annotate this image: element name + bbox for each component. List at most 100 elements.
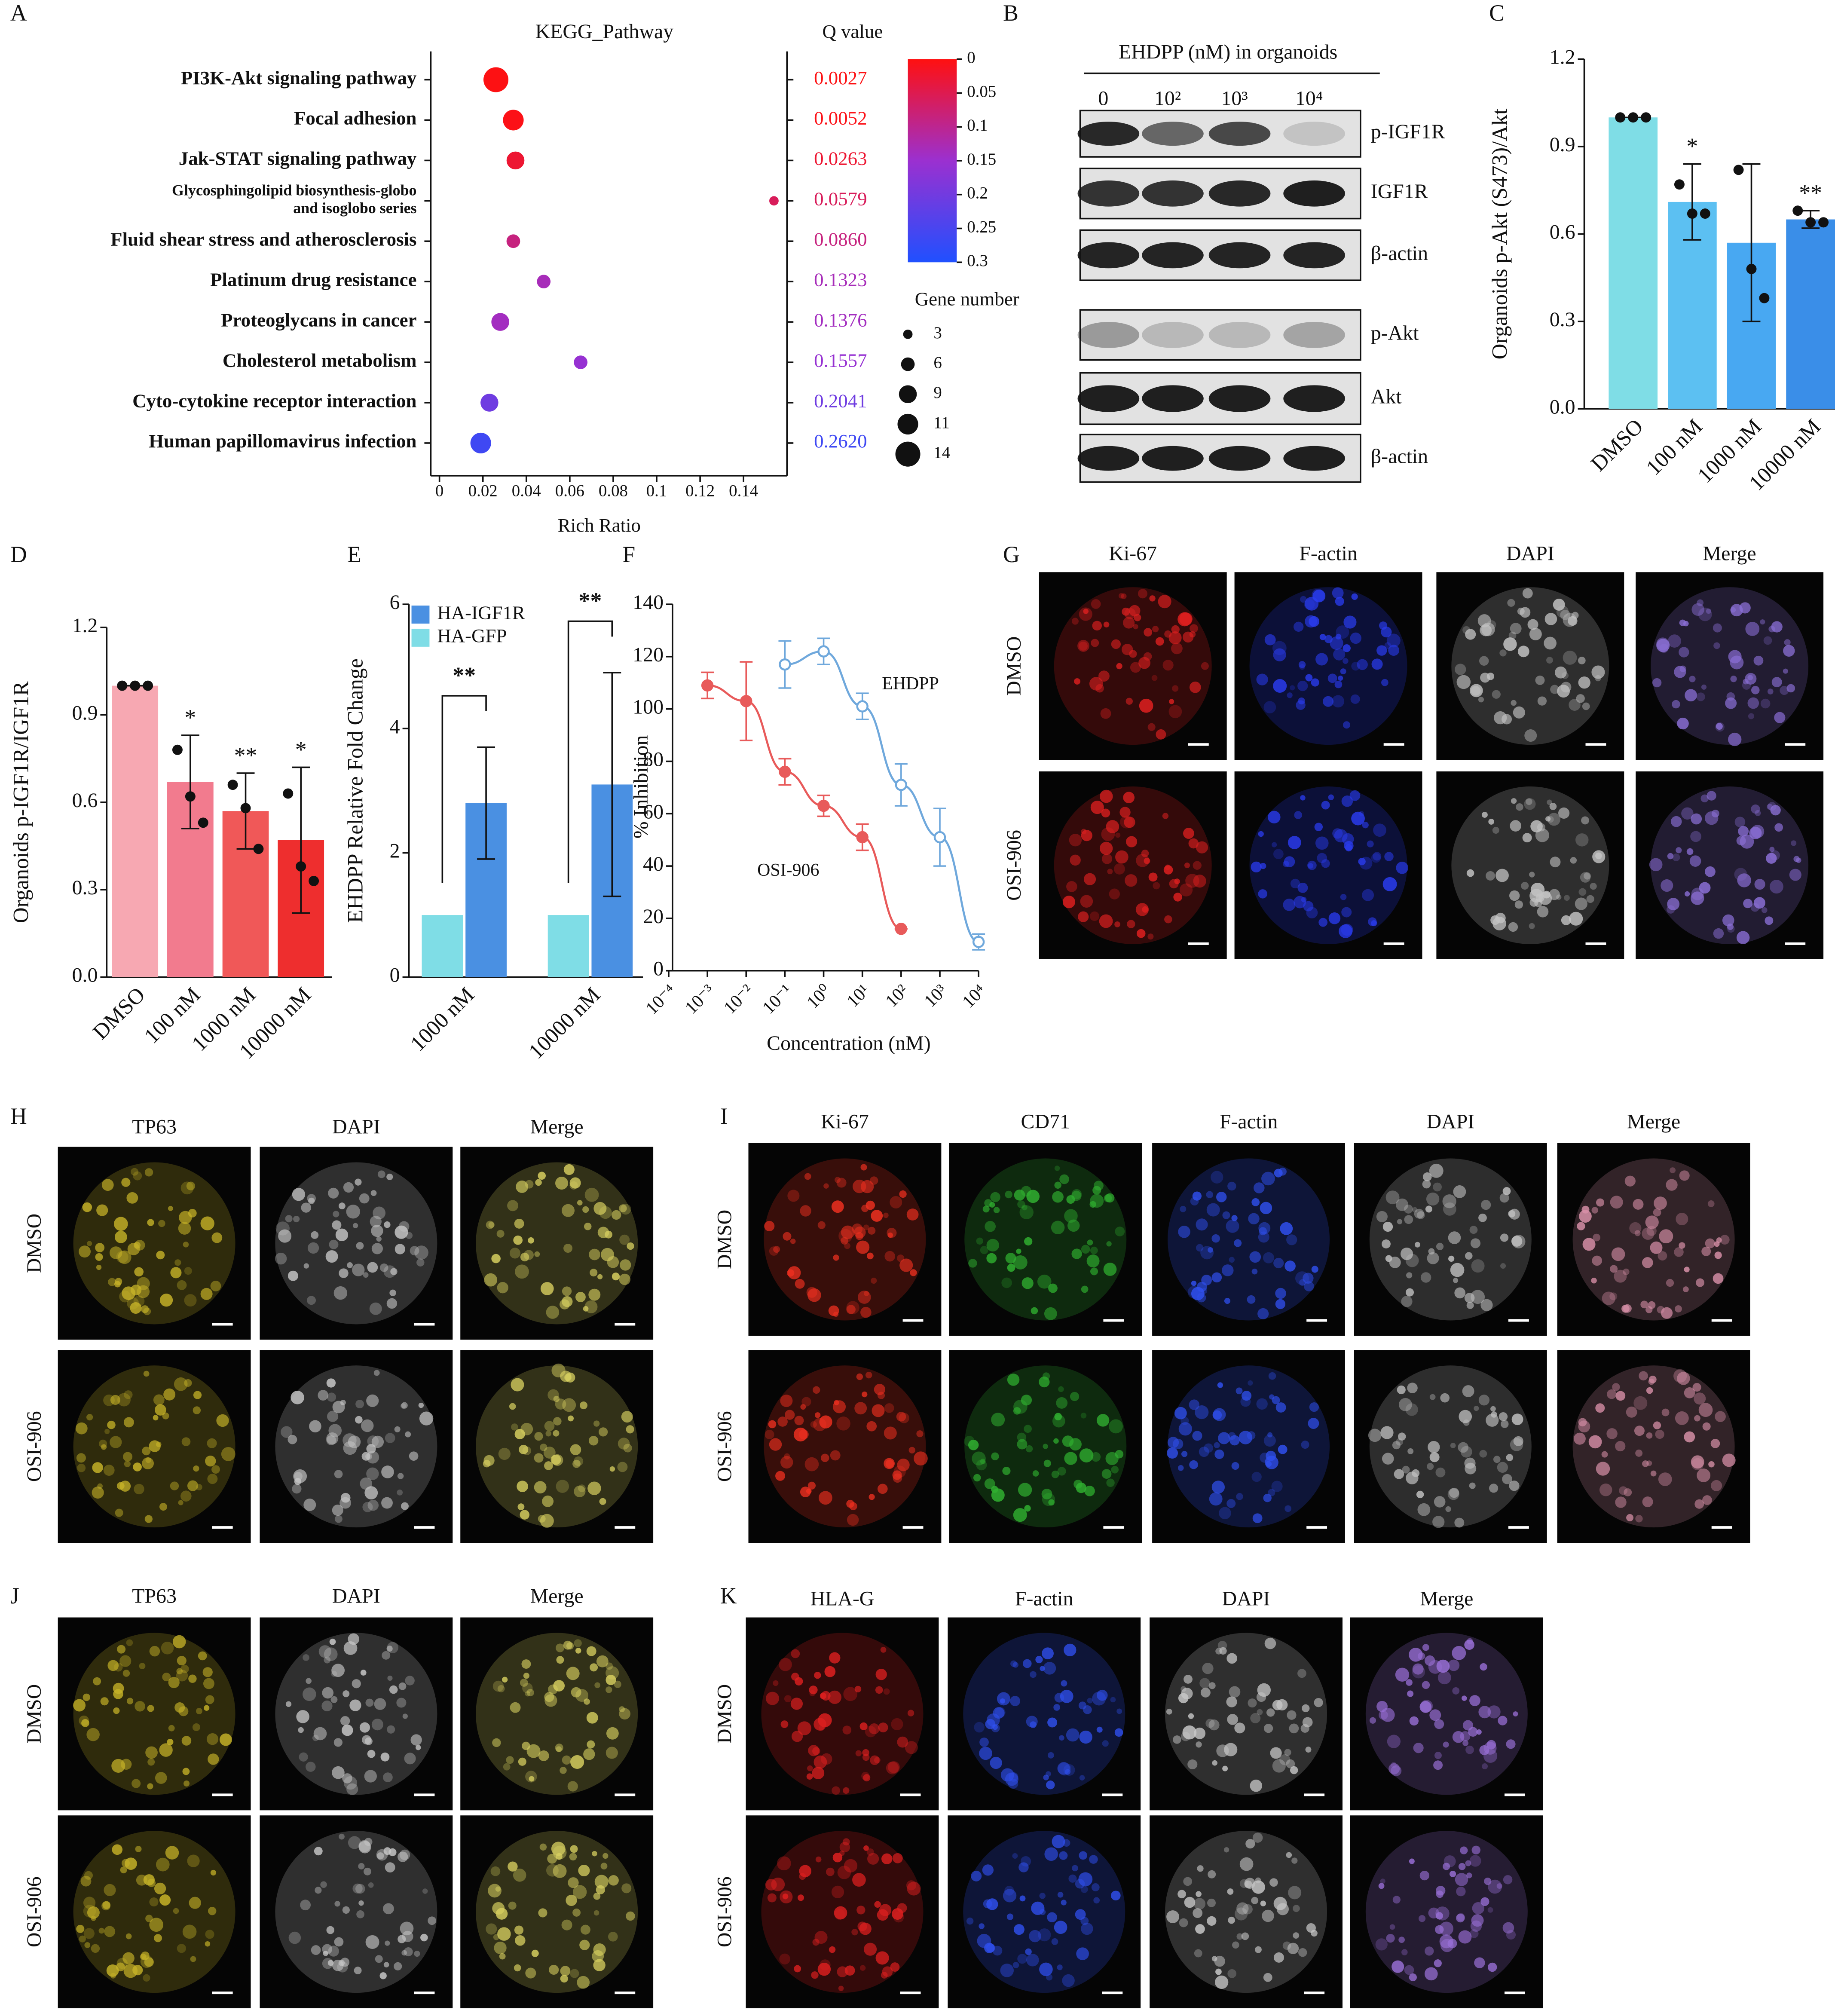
nucleus — [1287, 1943, 1299, 1955]
nucleus — [1522, 588, 1533, 599]
nucleus — [1456, 1887, 1466, 1897]
nucleus — [1010, 1660, 1017, 1667]
nucleus — [874, 1901, 881, 1908]
nucleus — [1300, 795, 1306, 801]
nucleus — [1443, 1741, 1449, 1748]
nucleus — [1634, 1230, 1641, 1236]
nucleus — [621, 1411, 633, 1423]
nucleus — [381, 1465, 394, 1478]
nucleus — [92, 1486, 104, 1499]
nucleus — [383, 1847, 391, 1855]
nucleus — [492, 1680, 504, 1692]
nucleus — [520, 1510, 530, 1520]
nucleus — [1013, 1407, 1021, 1415]
nucleus — [1083, 873, 1096, 885]
nucleus — [155, 1772, 167, 1784]
blot-band — [1142, 446, 1204, 471]
nucleus — [794, 1965, 801, 1973]
nucleus — [1454, 1517, 1465, 1528]
nucleus — [299, 1752, 308, 1762]
nucleus — [1216, 1192, 1227, 1202]
nucleus — [1453, 1278, 1459, 1283]
nucleus — [1272, 1396, 1280, 1404]
nucleus — [1115, 1227, 1125, 1236]
nucleus — [1244, 1878, 1256, 1889]
nucleus — [1425, 1205, 1432, 1213]
y-tick-label: 1.2 — [72, 614, 98, 637]
nucleus — [334, 1515, 343, 1523]
nucleus — [1524, 798, 1536, 810]
y-tick-label: 0.3 — [1550, 308, 1575, 331]
bar — [112, 685, 159, 977]
nucleus — [1212, 1410, 1222, 1420]
column-header: Ki-67 — [1109, 542, 1157, 565]
nucleus — [1436, 1242, 1444, 1251]
nucleus — [133, 1462, 142, 1471]
micrograph-background — [1152, 1350, 1345, 1543]
nucleus — [1350, 632, 1361, 644]
nucleus — [1309, 1402, 1319, 1412]
nucleus — [1650, 1241, 1663, 1254]
nucleus — [1092, 621, 1102, 631]
nucleus — [843, 1787, 850, 1794]
nucleus — [1734, 868, 1747, 881]
x-tick-label: 10⁰ — [803, 981, 835, 1013]
nucleus — [377, 1852, 384, 1860]
q-value-label: 0.2041 — [814, 390, 867, 411]
nucleus — [1767, 688, 1774, 694]
nucleus — [1642, 1460, 1649, 1467]
x-axis-label: Rich Ratio — [558, 514, 641, 536]
nucleus — [593, 1910, 599, 1916]
nucleus — [1266, 1450, 1276, 1461]
nucleus — [1064, 1769, 1070, 1775]
nucleus — [1588, 1435, 1602, 1449]
nucleus — [1694, 1392, 1706, 1405]
nucleus — [1464, 1293, 1475, 1303]
nucleus — [818, 1713, 832, 1727]
nucleus — [1550, 685, 1560, 694]
micrograph — [748, 1143, 942, 1336]
nucleus — [886, 1762, 899, 1774]
nucleus — [626, 1911, 635, 1921]
micrograph — [746, 1815, 939, 2009]
nucleus — [1076, 1947, 1089, 1960]
nucleus — [1039, 1909, 1046, 1915]
nucleus — [841, 1225, 855, 1239]
nucleus — [356, 1242, 364, 1250]
nucleus — [1179, 1918, 1188, 1927]
nucleus — [400, 1403, 406, 1409]
micrograph-background — [1350, 1815, 1543, 2009]
nucleus — [1401, 1949, 1408, 1955]
nucleus — [1016, 1248, 1021, 1254]
micrograph — [58, 1147, 251, 1340]
nucleus — [618, 1438, 630, 1450]
nucleus — [397, 1490, 403, 1496]
nucleus — [1053, 1704, 1061, 1711]
nucleus — [1173, 893, 1182, 902]
nucleus — [1294, 896, 1306, 909]
nucleus — [1080, 1413, 1087, 1419]
nucleus — [824, 1666, 836, 1677]
micrograph — [1557, 1143, 1750, 1336]
y-tick-label: 140 — [633, 591, 664, 614]
nucleus — [1039, 1962, 1053, 1976]
nucleus — [1064, 1643, 1077, 1657]
nucleus — [1684, 1431, 1695, 1443]
nucleus — [314, 1847, 323, 1856]
nucleus — [791, 1673, 799, 1681]
data-point — [198, 817, 208, 828]
nucleus — [318, 1390, 329, 1401]
nucleus — [120, 1866, 127, 1874]
q-value-label: 0.0579 — [814, 188, 867, 210]
nucleus — [1188, 838, 1199, 849]
nucleus — [503, 1763, 511, 1771]
nucleus — [1229, 1257, 1235, 1263]
nucleus — [907, 1710, 914, 1716]
nucleus — [769, 1438, 782, 1451]
nucleus — [852, 1873, 866, 1887]
nucleus — [1474, 1957, 1485, 1968]
nucleus — [769, 1246, 779, 1256]
nucleus — [492, 1738, 501, 1747]
nucleus — [854, 1686, 862, 1693]
nucleus — [1256, 1692, 1266, 1702]
